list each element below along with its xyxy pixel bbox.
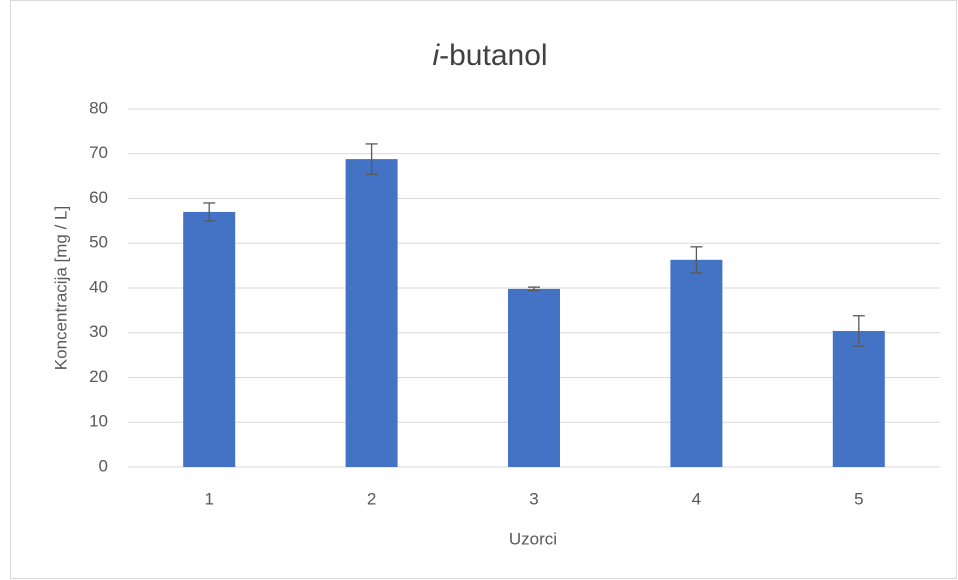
error-bar [690, 246, 703, 274]
y-tick-label: 30 [89, 322, 108, 341]
y-tick-label: 40 [89, 277, 108, 296]
bar [508, 288, 560, 467]
y-tick-label: 80 [89, 98, 108, 117]
bar [832, 330, 885, 467]
bar [670, 259, 723, 467]
x-tick-label: 5 [854, 489, 863, 508]
y-tick-label: 0 [99, 456, 108, 475]
error-bar [852, 315, 865, 347]
y-tick-label: 60 [89, 188, 108, 207]
y-tick-label: 70 [89, 143, 108, 162]
x-tick-label: 2 [367, 489, 376, 508]
x-tick-label: 1 [204, 489, 213, 508]
x-axis-label: Uzorci [509, 529, 557, 548]
error-bar [528, 286, 540, 292]
error-bar [365, 143, 378, 175]
y-tick-label: 10 [89, 412, 108, 431]
y-tick-label: 20 [89, 367, 108, 386]
error-bar [203, 202, 216, 222]
bar [183, 211, 236, 467]
chart-title: i-butanol [432, 39, 547, 72]
bar [345, 159, 398, 467]
chart-frame [10, 0, 957, 579]
y-tick-label: 50 [89, 233, 108, 252]
y-axis-label: Koncentracija [mg / L] [51, 206, 70, 370]
x-tick-label: 3 [529, 489, 538, 508]
x-tick-label: 4 [692, 489, 701, 508]
